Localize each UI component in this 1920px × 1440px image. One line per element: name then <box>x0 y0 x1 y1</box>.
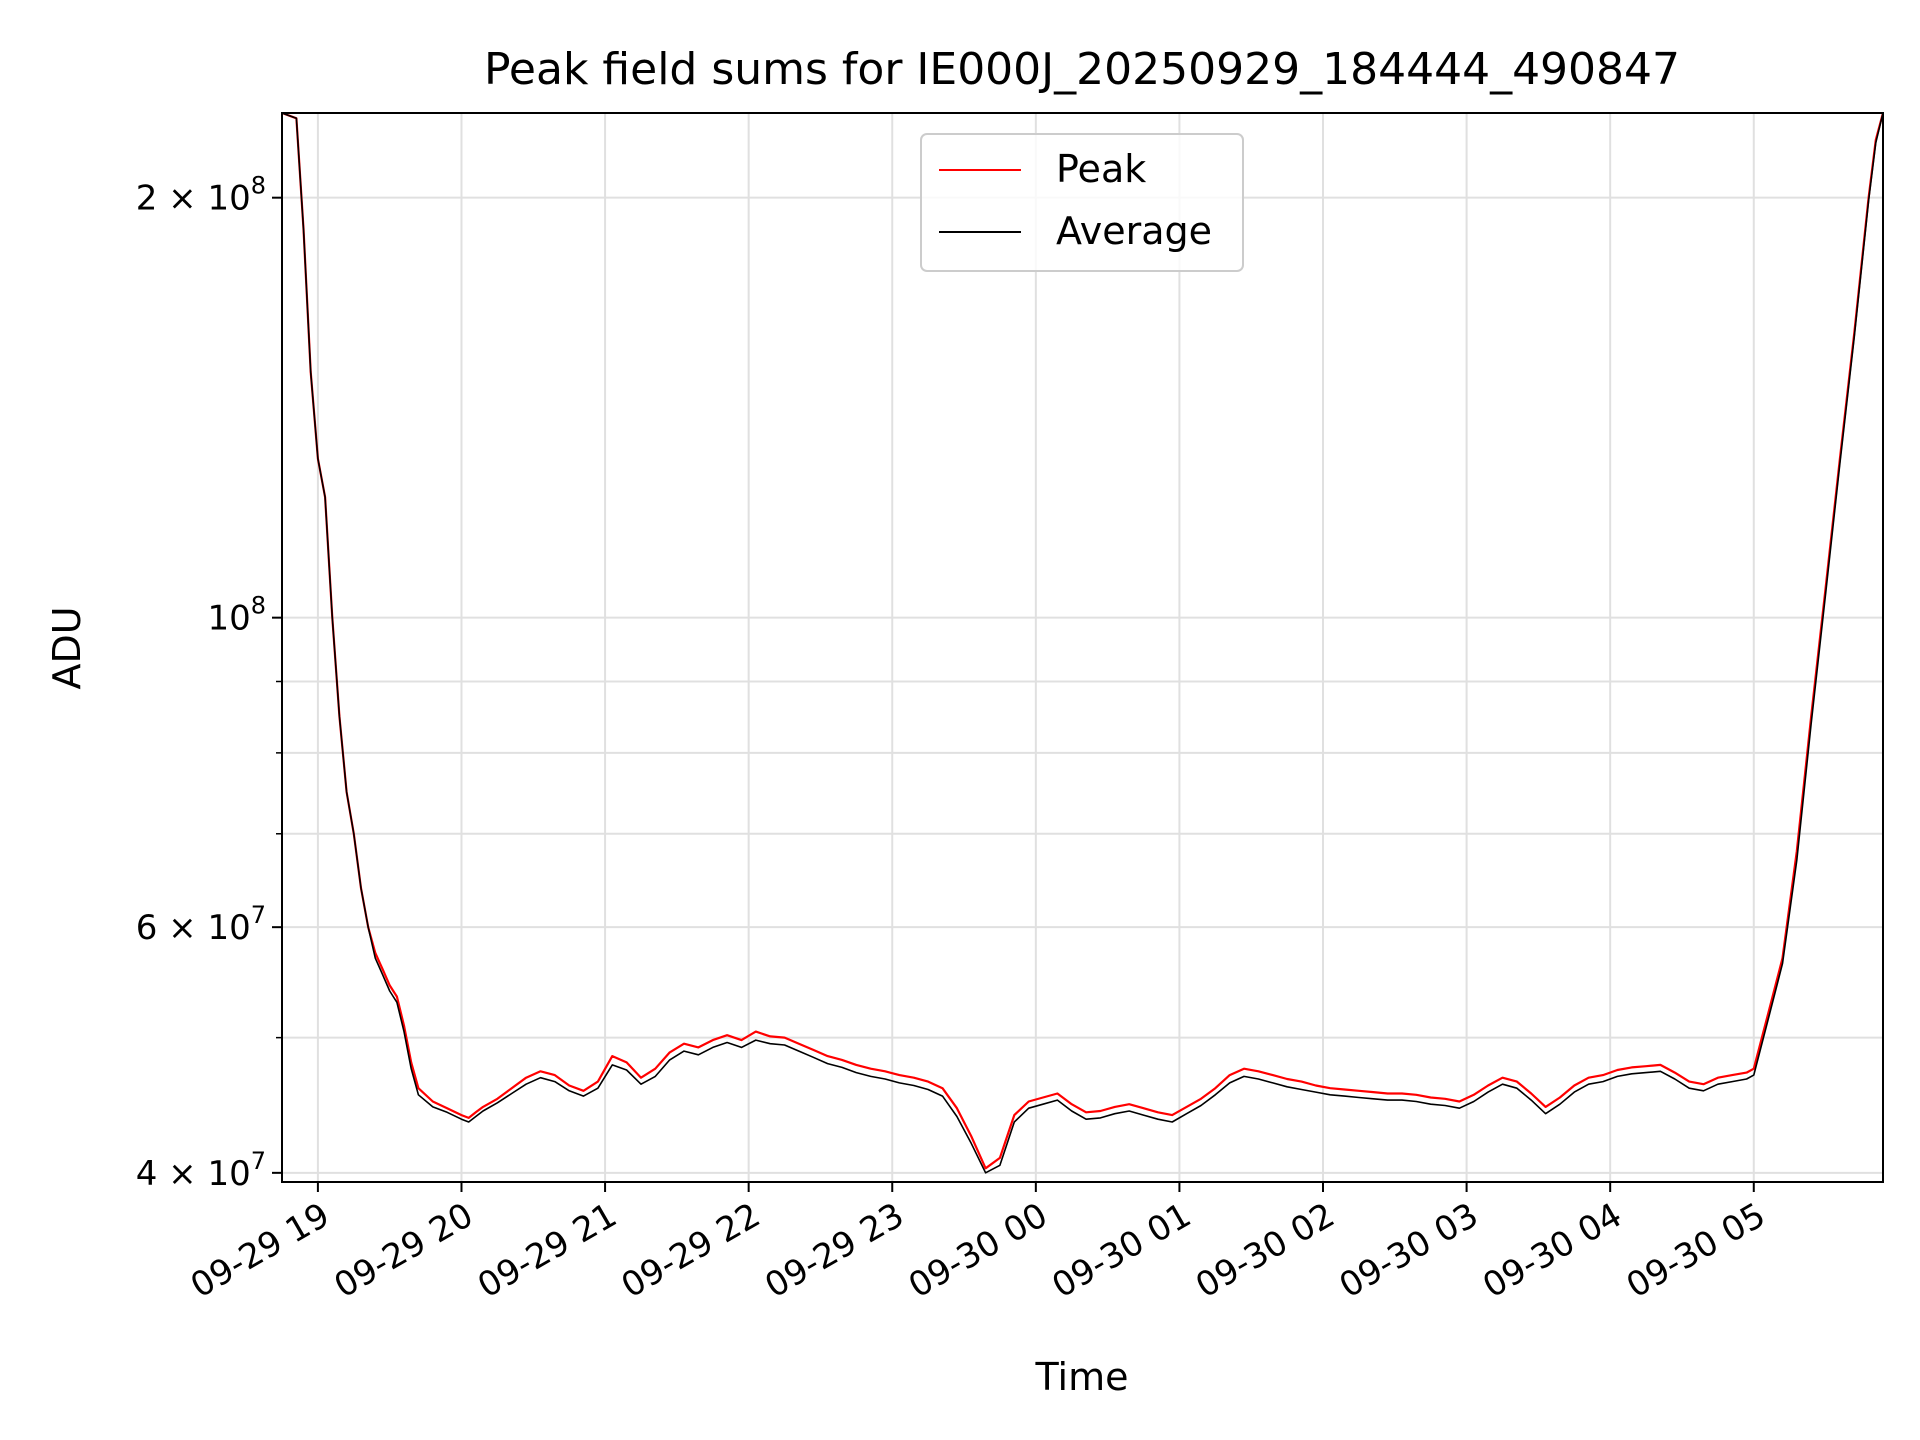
legend-label-average: Average <box>1056 209 1212 253</box>
y-tick-label: 6 × 107 <box>136 901 266 948</box>
plot-frame <box>281 112 1884 1183</box>
series-layer <box>282 113 1883 1174</box>
y-axis-label: ADU <box>45 606 89 689</box>
series-line-average <box>282 113 1883 1174</box>
series-line-peak <box>282 113 1883 1170</box>
chart-title: Peak field sums for IE000J_20250929_1844… <box>484 44 1680 95</box>
y-tick-label: 108 <box>207 592 266 639</box>
legend: Peak Average <box>920 133 1244 272</box>
x-axis-label: Time <box>1035 1355 1129 1399</box>
legend-label-peak: Peak <box>1056 147 1146 191</box>
y-tick-label: 2 × 108 <box>136 172 266 219</box>
legend-box <box>920 133 1244 272</box>
y-tick-label: 4 × 107 <box>136 1147 266 1194</box>
y-axis-ticks: 4 × 107 6 × 107 108 2 × 108 <box>136 172 282 1194</box>
